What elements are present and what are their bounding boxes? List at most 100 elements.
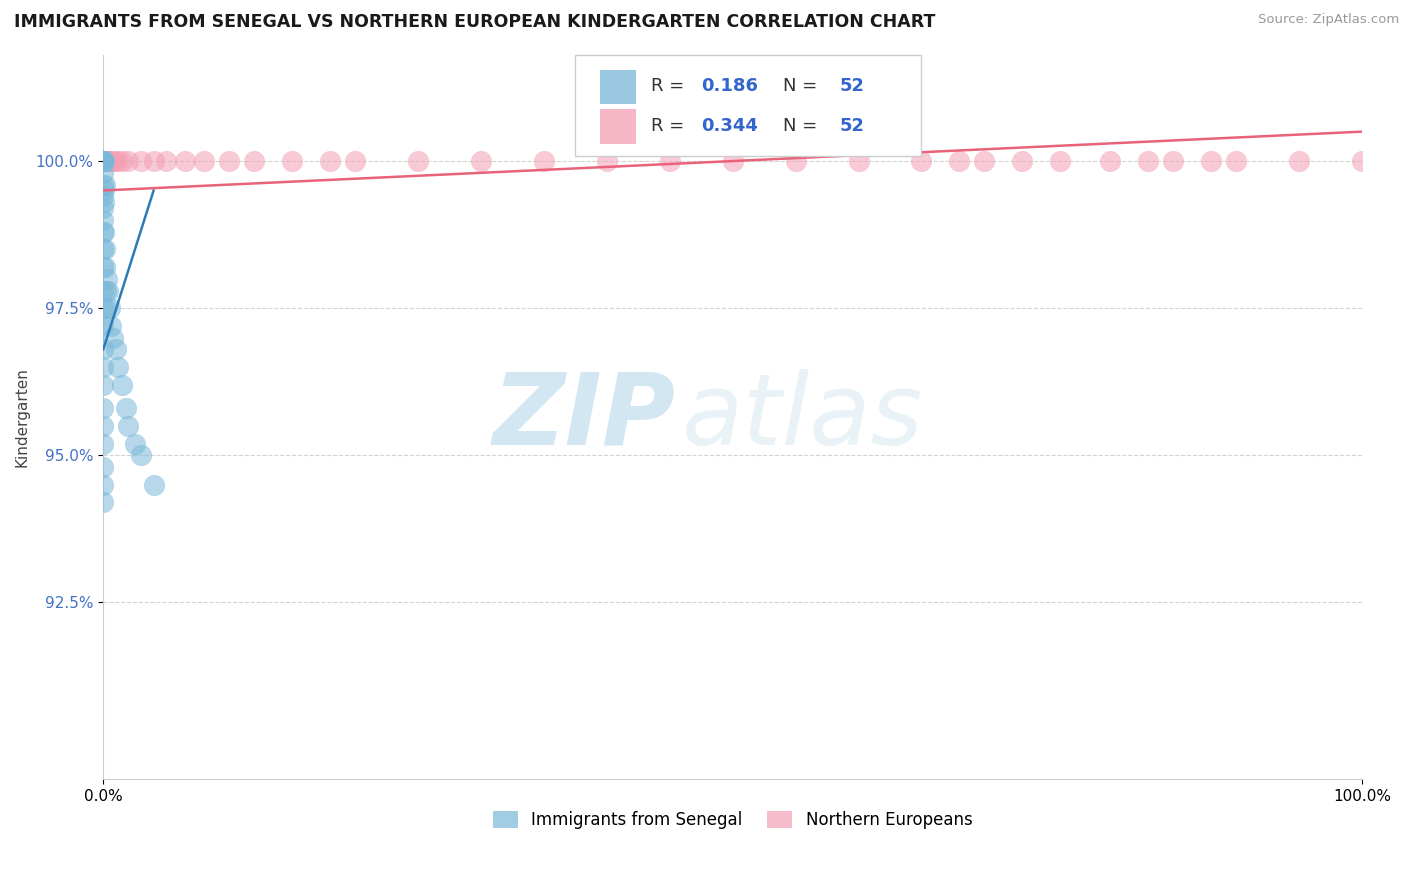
Point: [91, 225, 114, 239]
Point: [94, 284, 117, 298]
Point: [91, 178, 114, 192]
Point: [91, 154, 114, 169]
Point: [91, 154, 114, 169]
Text: 0.344: 0.344: [702, 117, 758, 135]
Point: [129, 154, 152, 169]
Text: 0.186: 0.186: [702, 77, 758, 95]
Point: [91, 460, 114, 475]
Point: [91, 154, 114, 169]
Point: [973, 154, 995, 169]
Point: [91, 154, 114, 169]
Point: [91, 201, 114, 215]
Point: [98, 301, 121, 315]
Point: [103, 330, 125, 344]
Point: [98, 154, 121, 169]
Point: [142, 154, 165, 169]
Point: [1161, 154, 1184, 169]
Point: [1225, 154, 1247, 169]
Point: [406, 154, 429, 169]
Point: [91, 436, 114, 450]
Point: [91, 154, 114, 169]
Point: [243, 154, 266, 169]
Point: [94, 301, 117, 315]
Point: [785, 154, 807, 169]
Point: [129, 448, 152, 462]
Point: [91, 154, 114, 169]
Point: [948, 154, 970, 169]
Point: [91, 154, 114, 169]
Point: [100, 318, 122, 333]
Point: [155, 154, 177, 169]
Text: N =: N =: [783, 117, 823, 135]
Point: [1199, 154, 1222, 169]
Point: [91, 154, 114, 169]
Text: atlas: atlas: [682, 368, 924, 466]
Text: Source: ZipAtlas.com: Source: ZipAtlas.com: [1258, 13, 1399, 27]
Y-axis label: Kindergarten: Kindergarten: [15, 368, 30, 467]
Text: R =: R =: [651, 117, 690, 135]
Point: [91, 154, 114, 169]
Point: [1099, 154, 1122, 169]
Point: [91, 284, 114, 298]
Point: [91, 359, 114, 374]
Point: [94, 154, 117, 169]
Point: [91, 213, 114, 227]
Text: IMMIGRANTS FROM SENEGAL VS NORTHERN EUROPEAN KINDERGARTEN CORRELATION CHART: IMMIGRANTS FROM SENEGAL VS NORTHERN EURO…: [14, 13, 935, 31]
Point: [93, 184, 115, 198]
Point: [94, 154, 117, 169]
Point: [91, 154, 114, 169]
Point: [93, 154, 115, 169]
Point: [91, 154, 114, 169]
Point: [91, 154, 114, 169]
Point: [93, 154, 115, 169]
Point: [93, 154, 115, 169]
Point: [658, 154, 681, 169]
Point: [1288, 154, 1310, 169]
Point: [193, 154, 215, 169]
Point: [281, 154, 304, 169]
Point: [91, 343, 114, 357]
Text: N =: N =: [783, 77, 823, 95]
Point: [91, 495, 114, 509]
Point: [1049, 154, 1071, 169]
FancyBboxPatch shape: [600, 110, 636, 145]
Point: [91, 260, 114, 274]
Point: [111, 154, 134, 169]
Point: [910, 154, 932, 169]
Point: [91, 154, 114, 169]
Point: [91, 401, 114, 416]
Point: [91, 243, 114, 257]
Point: [470, 154, 492, 169]
Point: [344, 154, 367, 169]
Point: [93, 225, 115, 239]
FancyBboxPatch shape: [575, 55, 921, 156]
FancyBboxPatch shape: [600, 70, 636, 104]
Point: [117, 154, 139, 169]
Point: [91, 166, 114, 180]
Point: [124, 436, 146, 450]
Point: [104, 343, 127, 357]
Legend: Immigrants from Senegal, Northern Europeans: Immigrants from Senegal, Northern Europe…: [486, 805, 979, 836]
Point: [91, 301, 114, 315]
Point: [107, 359, 129, 374]
Point: [533, 154, 555, 169]
Text: ZIP: ZIP: [494, 368, 676, 466]
Text: 52: 52: [839, 77, 865, 95]
Text: 52: 52: [839, 117, 865, 135]
Point: [115, 401, 138, 416]
Point: [111, 377, 134, 392]
Point: [91, 154, 114, 169]
Point: [319, 154, 342, 169]
Point: [96, 271, 118, 285]
Point: [107, 154, 129, 169]
Point: [218, 154, 240, 169]
Point: [91, 154, 114, 169]
Point: [101, 154, 124, 169]
Point: [91, 154, 114, 169]
Point: [94, 243, 117, 257]
Point: [97, 284, 120, 298]
Point: [94, 260, 117, 274]
Point: [91, 154, 114, 169]
Point: [721, 154, 744, 169]
Point: [93, 178, 115, 192]
